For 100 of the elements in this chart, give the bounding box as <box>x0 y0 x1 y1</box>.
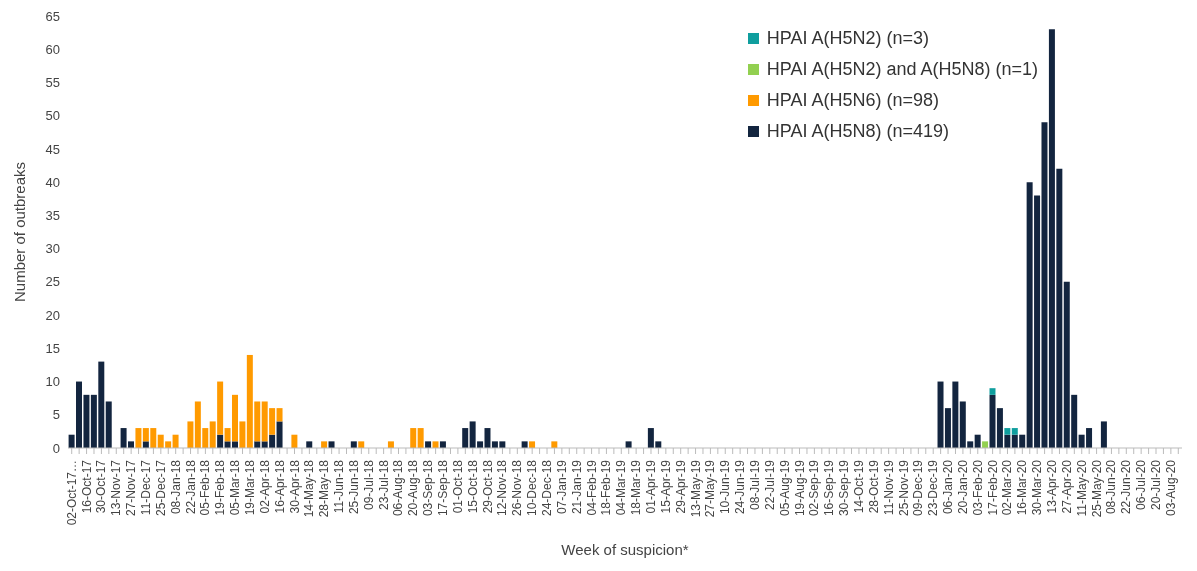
bar <box>989 388 996 395</box>
x-tick-label: 02-Apr-18 <box>257 459 272 514</box>
x-tick-label: 30-Mar-20 <box>1030 459 1045 516</box>
x-tick-label: 29-Oct-18 <box>480 459 495 514</box>
bar <box>551 441 558 448</box>
x-tick-label: 02-Mar-20 <box>1000 459 1015 516</box>
x-tick-label: 06-Jul-20 <box>1134 459 1149 511</box>
x-tick-label: 24-Jun-19 <box>733 459 748 515</box>
bar <box>425 441 432 448</box>
bar <box>982 441 989 448</box>
x-tick-label: 03-Feb-20 <box>970 459 985 516</box>
y-tick-label: 10 <box>45 374 60 390</box>
bar <box>1100 421 1107 448</box>
x-tick-label: 06-Jan-20 <box>941 459 956 515</box>
legend-label: HPAI A(H5N8) (n=419) <box>766 121 949 142</box>
x-tick-label: 30-Sep-19 <box>837 459 852 517</box>
bar <box>291 434 298 448</box>
x-tick-label: 19-Mar-18 <box>242 459 257 516</box>
bar <box>432 441 439 448</box>
x-tick-label: 15-Apr-19 <box>658 459 673 514</box>
bar <box>387 441 394 448</box>
x-tick-label: 13-Nov-17 <box>109 459 124 517</box>
x-tick-label: 04-Feb-19 <box>584 459 599 516</box>
x-tick-label: 23-Dec-19 <box>926 459 941 517</box>
bar <box>1011 428 1018 435</box>
x-tick-label: 06-Aug-18 <box>391 459 406 517</box>
x-tick-label: 05-Aug-19 <box>777 459 792 517</box>
x-tick-label: 08-Jan-18 <box>168 459 183 515</box>
x-tick-label: 28-Oct-19 <box>866 459 881 514</box>
bar <box>135 428 142 448</box>
x-tick-label: 25-Jun-18 <box>346 459 361 515</box>
y-tick-label: 25 <box>45 274 60 290</box>
y-tick-label: 65 <box>45 8 60 24</box>
x-tick-label: 30-Oct-17 <box>94 459 109 514</box>
bar <box>276 421 283 448</box>
y-tick-label: 40 <box>45 174 60 190</box>
x-tick-label: 18-Feb-19 <box>599 459 614 516</box>
x-tick-label: 16-Oct-17 <box>79 459 94 514</box>
x-tick-label: 29-Apr-19 <box>673 459 688 514</box>
x-tick-label: 24-Dec-18 <box>540 459 555 517</box>
x-tick-label: 16-Mar-20 <box>1015 459 1030 516</box>
x-tick-label: 20-Jan-20 <box>955 459 970 515</box>
bar <box>321 441 328 448</box>
x-tick-label: 07-Jan-19 <box>554 459 569 515</box>
x-tick-label: 14-May-18 <box>302 459 317 518</box>
bar <box>306 441 313 448</box>
bar <box>462 428 469 448</box>
legend-label: HPAI A(H5N2) and A(H5N8) (n=1) <box>766 59 1038 80</box>
y-tick-label: 15 <box>45 340 60 356</box>
bar <box>328 441 335 448</box>
x-tick-label: 01-Oct-18 <box>450 459 465 514</box>
x-tick-label: 12-Nov-18 <box>495 459 510 517</box>
x-tick-label: 23-Jul-18 <box>376 459 391 511</box>
bar <box>217 434 224 448</box>
x-tick-label: 09-Dec-19 <box>911 459 926 517</box>
bar <box>254 441 261 448</box>
bar <box>521 441 528 448</box>
x-tick-label: 16-Apr-18 <box>272 459 287 514</box>
x-tick-label: 14-Oct-19 <box>851 459 866 514</box>
x-tick-label: 04-Mar-19 <box>614 459 629 516</box>
bar <box>358 441 365 448</box>
y-tick-label: 60 <box>45 41 60 57</box>
x-tick-label: 28-May-18 <box>317 459 332 518</box>
bar <box>172 434 179 448</box>
x-tick-label: 27-May-19 <box>703 459 718 518</box>
x-tick-label: 03-Aug-20 <box>1163 459 1178 517</box>
y-tick-label: 35 <box>45 208 60 223</box>
x-tick-label: 19-Feb-18 <box>213 459 228 516</box>
x-tick-label: 22-Jul-19 <box>762 459 777 511</box>
x-tick-label: 11-Jun-18 <box>332 459 347 514</box>
x-tick-label: 05-Feb-18 <box>198 459 213 516</box>
x-tick-label: 25-Dec-17 <box>153 459 168 517</box>
bar <box>187 421 194 448</box>
bar <box>439 441 446 448</box>
x-tick-label: 01-Apr-19 <box>643 459 658 514</box>
x-tick-label: 30-Apr-18 <box>287 459 302 514</box>
x-tick-label: 20-Jul-20 <box>1149 459 1164 511</box>
y-tick-label: 30 <box>45 241 60 257</box>
legend-label: HPAI A(H5N2) (n=3) <box>766 28 929 49</box>
y-tick-label: 55 <box>45 75 60 91</box>
x-tick-label: 10-Dec-18 <box>525 459 540 517</box>
x-tick-label: 15-Oct-18 <box>465 459 480 514</box>
x-tick-label: 18-Mar-19 <box>629 459 644 516</box>
x-tick-label: 11-May-20 <box>1074 459 1089 517</box>
x-tick-label: 19-Aug-19 <box>792 459 807 517</box>
x-tick-label: 11-Dec-17 <box>138 459 153 516</box>
bar <box>625 441 632 448</box>
x-tick-label: 13-Apr-20 <box>1045 459 1060 514</box>
x-tick-label: 16-Sep-19 <box>822 459 837 517</box>
x-tick-label: 17-Feb-20 <box>985 459 1000 516</box>
bar <box>410 428 417 448</box>
x-tick-label: 13-May-19 <box>688 459 703 518</box>
bar <box>142 441 149 448</box>
x-tick-label: 21-Jan-19 <box>569 459 584 515</box>
x-tick-label: 02-Sep-19 <box>807 459 822 517</box>
x-tick-label: 27-Nov-17 <box>124 459 139 517</box>
x-tick-label: 25-May-20 <box>1089 459 1104 518</box>
y-tick-label: 0 <box>52 440 60 456</box>
x-tick-label: 25-Nov-19 <box>896 459 911 517</box>
y-tick-label: 20 <box>45 307 60 323</box>
